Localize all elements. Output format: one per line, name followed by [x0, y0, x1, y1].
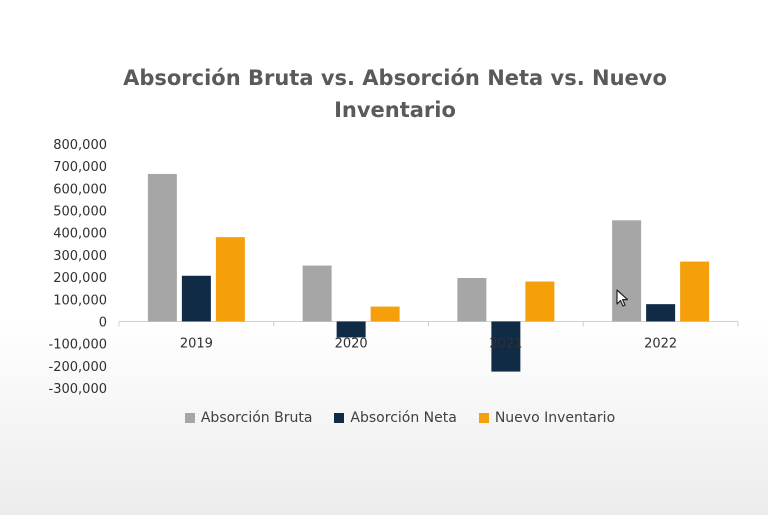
- y-tick-label: 300,000: [53, 249, 107, 264]
- y-tick-label: -200,000: [49, 360, 107, 375]
- legend-label-absorcion-neta: Absorción Neta: [350, 410, 457, 426]
- y-tick-label: 100,000: [53, 293, 107, 308]
- bar-nuevo-inventario-2021: [525, 281, 555, 322]
- bar-absorcion-neta-2021: [491, 321, 521, 372]
- chart-title-line-1: Absorción Bruta vs. Absorción Neta vs. N…: [123, 66, 667, 90]
- x-category-label: 2022: [644, 336, 677, 351]
- y-tick-label: 800,000: [53, 138, 107, 153]
- legend-swatch-absorcion-bruta: [184, 413, 195, 423]
- mouse-pointer-icon: [616, 289, 629, 307]
- bar-nuevo-inventario-2020: [370, 306, 400, 322]
- y-tick-label: 0: [99, 315, 107, 330]
- legend-label-absorcion-bruta: Absorción Bruta: [200, 410, 313, 426]
- legend-item-absorcion-neta: Absorción Neta: [334, 410, 457, 426]
- y-tick-label: 700,000: [53, 160, 107, 175]
- y-tick-label: 600,000: [53, 182, 107, 197]
- x-category-label: 2019: [180, 336, 213, 351]
- bar-absorcion-bruta-2021: [457, 277, 487, 322]
- legend-item-nuevo-inventario: Nuevo Inventario: [478, 410, 616, 426]
- x-category-label: 2020: [335, 336, 368, 351]
- legend-item-absorcion-bruta: Absorción Bruta: [184, 410, 313, 426]
- bar-absorcion-neta-2019: [181, 275, 211, 322]
- legend-swatch-nuevo-inventario: [478, 413, 489, 423]
- bar-nuevo-inventario-2022: [680, 261, 710, 322]
- bar-nuevo-inventario-2019: [215, 237, 245, 322]
- y-tick-label: 500,000: [53, 205, 107, 220]
- chart-title: Absorción Bruta vs. Absorción Neta vs. N…: [0, 62, 768, 126]
- legend-label-nuevo-inventario: Nuevo Inventario: [494, 410, 616, 426]
- y-tick-label: 400,000: [53, 227, 107, 242]
- bar-absorcion-bruta-2020: [302, 265, 332, 322]
- y-tick-label: 200,000: [53, 271, 107, 286]
- chart-legend: Absorción Bruta Absorción Neta Nuevo Inv…: [0, 410, 768, 426]
- chart-title-line-2: Inventario: [334, 98, 456, 122]
- y-tick-label: -100,000: [49, 338, 107, 353]
- y-tick-label: -300,000: [49, 382, 107, 397]
- legend-swatch-absorcion-neta: [334, 413, 345, 423]
- bar-absorcion-neta-2020: [336, 321, 366, 338]
- bar-absorcion-bruta-2019: [147, 173, 177, 322]
- bar-absorcion-neta-2022: [646, 304, 676, 322]
- x-category-label: 2021: [489, 336, 522, 351]
